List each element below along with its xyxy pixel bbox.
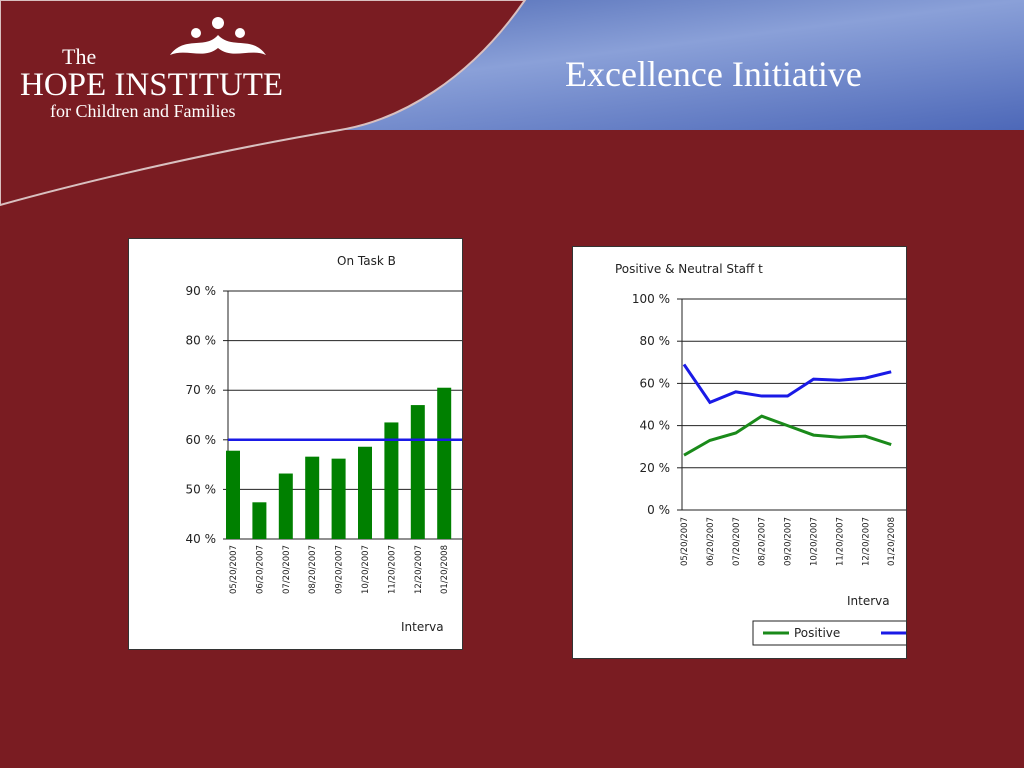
x-tick-label: 11/20/2007 xyxy=(835,517,845,566)
chart: Positive & Neutral Staff t 0 % 20 % 40 % 60 … xyxy=(615,262,906,646)
x-tick-label: 05/20/2007 xyxy=(680,517,690,566)
logo-line: for Children and Families xyxy=(50,101,235,121)
chart-box: On Task B 40 % 50 % 60 % 70 % 80 % 90 % Interva… xyxy=(128,238,463,650)
chart-title: Positive & Neutral Staff t xyxy=(615,262,763,276)
slide-title: Excellence Initiative xyxy=(565,54,862,94)
legend-label: Positive xyxy=(794,626,840,640)
y-tick-label: 80 % xyxy=(640,334,671,348)
header-curve xyxy=(0,0,527,207)
x-tick-label: 10/20/2007 xyxy=(810,517,820,566)
y-tick-label: 80 % xyxy=(186,334,217,348)
x-tick-label: 01/20/2008 xyxy=(440,545,450,594)
series-line xyxy=(682,363,892,405)
x-tick-label: 05/20/2007 xyxy=(229,545,239,594)
legend-box xyxy=(752,620,906,646)
x-tick-label: 12/20/2007 xyxy=(414,545,424,594)
x-tick-label: 06/20/2007 xyxy=(706,517,716,566)
x-axis-label: Interva xyxy=(847,594,890,608)
x-tick-label: 08/20/2007 xyxy=(758,517,768,566)
x-tick-label: 12/20/2007 xyxy=(861,517,871,566)
y-tick-label: 60 % xyxy=(186,433,217,447)
series-line xyxy=(683,414,892,457)
y-tick-label: 0 % xyxy=(647,503,670,517)
x-axis-label: Interva xyxy=(401,620,444,634)
y-tick-label: 40 % xyxy=(640,419,671,433)
chart: On Task B 40 % 50 % 60 % 70 % 80 % 90 % Interva… xyxy=(186,254,462,634)
x-tick-label: 09/20/2007 xyxy=(784,517,794,566)
x-tick-label: 07/20/2007 xyxy=(282,545,292,594)
logo-line: The xyxy=(62,44,96,69)
bar xyxy=(331,458,346,539)
bar xyxy=(278,473,293,539)
header: The HOPE INSTITUTE for Children and Fami… xyxy=(0,0,1024,207)
y-tick-label: 40 % xyxy=(186,532,217,546)
x-tick-label: 06/20/2007 xyxy=(255,545,265,594)
bar xyxy=(410,405,425,539)
y-tick-label: 50 % xyxy=(186,482,217,496)
chart-box: Positive & Neutral Staff t 0 % 20 % 40 % 60 … xyxy=(572,246,907,659)
bar xyxy=(226,450,240,539)
y-tick-label: 90 % xyxy=(186,284,217,298)
y-tick-label: 70 % xyxy=(186,383,217,397)
logo-line: HOPE INSTITUTE xyxy=(20,67,283,103)
x-tick-label: 10/20/2007 xyxy=(361,545,371,594)
bar xyxy=(305,456,320,539)
x-tick-label: 08/20/2007 xyxy=(308,545,318,594)
y-tick-label: 60 % xyxy=(640,376,671,390)
x-tick-label: 01/20/2008 xyxy=(887,517,897,566)
y-tick-label: 20 % xyxy=(640,461,671,475)
bar xyxy=(252,502,267,539)
bar xyxy=(437,387,452,539)
x-tick-label: 09/20/2007 xyxy=(335,545,345,594)
x-tick-label: 11/20/2007 xyxy=(387,545,397,594)
logo-figures xyxy=(170,17,266,55)
bar xyxy=(384,422,399,539)
x-tick-label: 07/20/2007 xyxy=(732,517,742,566)
y-tick-label: 100 % xyxy=(632,292,670,306)
chart-title: On Task B xyxy=(337,254,396,268)
bar xyxy=(358,446,372,539)
